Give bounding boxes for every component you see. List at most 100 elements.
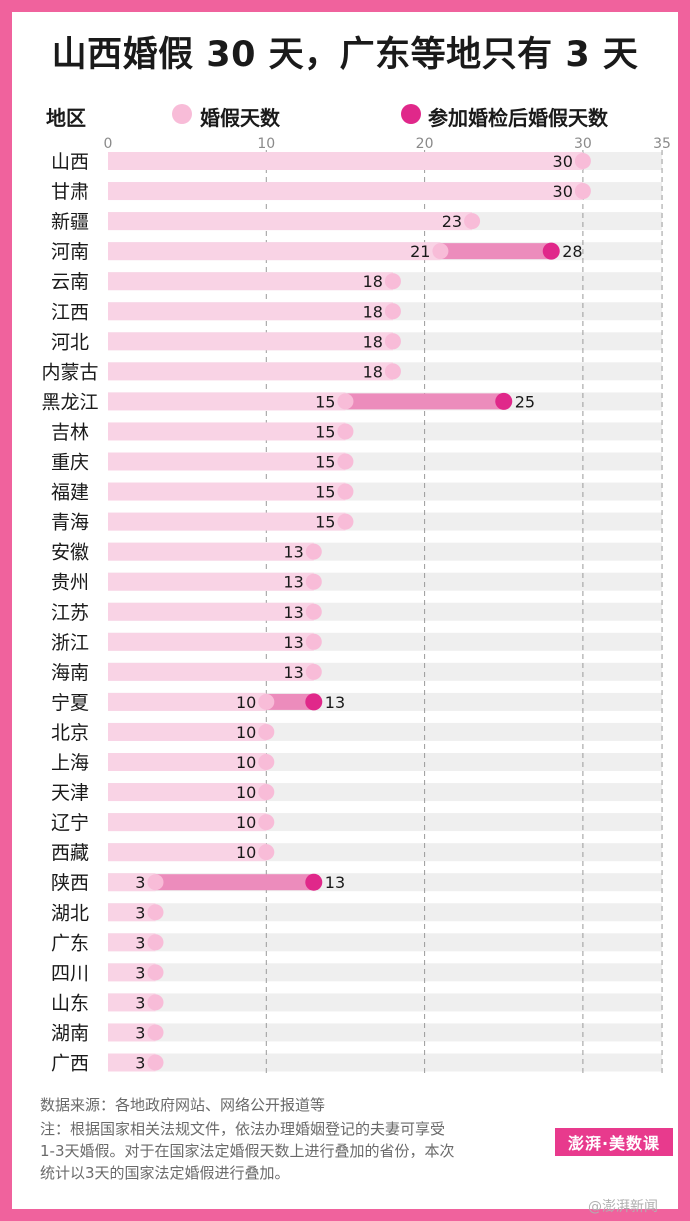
base-bar [108, 242, 441, 261]
category-label: 北京 [51, 722, 89, 744]
base-value-dot [464, 213, 481, 230]
extended-value-dot [305, 873, 323, 891]
category-label: 广东 [51, 932, 89, 954]
base-value-dot [305, 663, 322, 680]
base-value-label: 10 [236, 693, 256, 712]
base-value-label: 15 [315, 513, 335, 532]
base-bar [108, 152, 583, 170]
base-value-label: 18 [363, 272, 383, 291]
base-value-dot [147, 904, 164, 921]
category-label: 云南 [51, 271, 89, 293]
legend-base-dot [172, 104, 192, 124]
brand-logo: 澎湃·美数课 [555, 1128, 673, 1156]
footer-note-line3: 统计以3天的国家法定婚假进行叠加。 [40, 1164, 290, 1182]
base-bar [108, 392, 346, 411]
legend-extended-dot [401, 104, 421, 124]
base-bar [108, 692, 267, 711]
row-background [108, 993, 663, 1012]
base-value-dot [258, 844, 275, 861]
base-value-dot [147, 874, 164, 891]
base-bar [108, 963, 156, 982]
row-background [108, 1053, 663, 1072]
base-bar [108, 452, 346, 471]
x-tick-label: 20 [416, 136, 434, 152]
base-bar [108, 302, 393, 321]
base-value-label: 15 [315, 422, 335, 441]
footer-note-line2: 1-3天婚假。对于在国家法定婚假天数上进行叠加的省份，本次 [40, 1142, 455, 1160]
category-label: 湖南 [51, 1022, 89, 1044]
base-value-label: 3 [135, 1054, 145, 1073]
base-bar [108, 662, 314, 681]
category-label: 内蒙古 [41, 361, 98, 383]
legend-extended-label: 参加婚检后婚假天数 [428, 106, 608, 130]
extended-value-label: 25 [515, 392, 535, 411]
base-bar [108, 722, 267, 741]
base-bar [108, 903, 156, 922]
base-value-label: 18 [363, 302, 383, 321]
extended-value-label: 13 [325, 873, 345, 892]
base-value-label: 10 [236, 753, 256, 772]
category-label: 山东 [51, 992, 89, 1014]
base-value-label: 3 [135, 903, 145, 922]
category-label: 河南 [51, 241, 89, 263]
extended-bar [266, 693, 314, 710]
watermark: @澎湃新闻 [588, 1199, 658, 1215]
base-bar [108, 783, 267, 802]
region-column-header: 地区 [46, 106, 86, 130]
base-value-label: 13 [283, 543, 303, 562]
base-bar [108, 272, 393, 291]
extended-value-dot [305, 693, 323, 711]
row-background [108, 963, 663, 982]
extended-value-label: 28 [562, 242, 582, 261]
base-value-label: 21 [410, 242, 430, 261]
base-value-label: 30 [553, 182, 573, 201]
category-label: 四川 [51, 962, 89, 984]
category-label: 贵州 [51, 572, 89, 594]
legend-base-label: 婚假天数 [200, 106, 280, 130]
base-value-label: 13 [283, 633, 303, 652]
base-bar [108, 632, 314, 651]
extended-value-label: 13 [325, 693, 345, 712]
category-label: 山西 [51, 151, 89, 173]
base-value-label: 3 [135, 993, 145, 1012]
base-value-label: 15 [315, 483, 335, 502]
base-value-label: 3 [135, 873, 145, 892]
base-value-dot [305, 573, 322, 590]
category-label: 湖北 [51, 902, 89, 924]
base-value-label: 10 [236, 843, 256, 862]
base-value-dot [337, 453, 354, 470]
base-value-dot [305, 603, 322, 620]
base-bar [108, 843, 267, 862]
category-label: 吉林 [51, 421, 89, 443]
base-value-dot [384, 333, 401, 350]
base-value-label: 13 [283, 603, 303, 622]
base-value-label: 13 [283, 573, 303, 592]
category-label: 黑龙江 [41, 391, 98, 413]
base-value-label: 3 [135, 963, 145, 982]
base-value-dot [305, 543, 322, 560]
category-label: 福建 [51, 482, 89, 504]
base-value-dot [147, 1024, 164, 1041]
base-bar [108, 602, 314, 621]
base-bar [108, 332, 393, 351]
extended-value-dot [495, 392, 513, 410]
footer-source: 数据来源：各地政府网站、网络公开报道等 [40, 1096, 326, 1114]
x-tick-label: 0 [104, 136, 113, 152]
chart-title: 山西婚假 30 天，广东等地只有 3 天 [51, 35, 639, 75]
category-label: 河北 [51, 331, 89, 353]
base-value-dot [337, 483, 354, 500]
base-bar [108, 422, 346, 441]
category-label: 新疆 [51, 211, 89, 233]
base-bar [108, 362, 393, 381]
x-tick-label: 30 [574, 136, 592, 152]
category-label: 天津 [51, 782, 89, 804]
footer-note-line1: 注：根据国家相关法规文件，依法办理婚姻登记的夫妻可享受 [40, 1120, 446, 1138]
row-background [108, 1023, 663, 1042]
base-value-label: 18 [363, 332, 383, 351]
base-bar [108, 1023, 156, 1042]
extended-bar [155, 874, 314, 891]
base-value-label: 10 [236, 813, 256, 832]
base-value-dot [147, 1054, 164, 1071]
base-bar [108, 512, 346, 531]
category-label: 西藏 [51, 842, 89, 864]
